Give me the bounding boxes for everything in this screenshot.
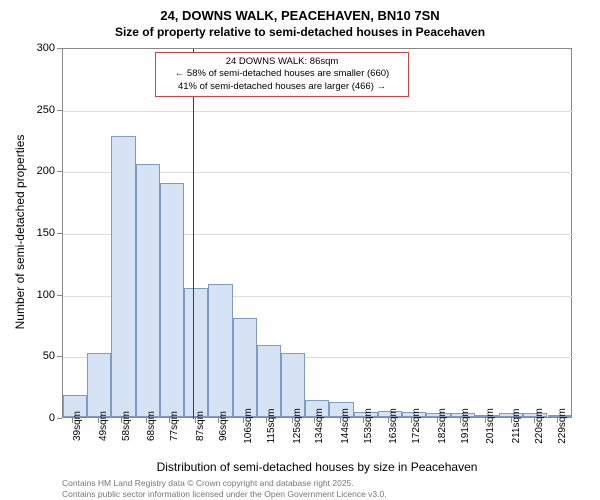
x-tick-label: 87sqm (195, 411, 206, 441)
histogram-bar (208, 284, 232, 417)
x-tick (314, 418, 315, 423)
attribution-line1: Contains HM Land Registry data © Crown c… (62, 478, 387, 489)
x-tick-label: 144sqm (340, 408, 351, 444)
x-tick (411, 418, 412, 423)
x-tick (388, 418, 389, 423)
y-tick (57, 48, 62, 49)
histogram-bar (160, 183, 184, 417)
x-tick (195, 418, 196, 423)
x-tick (534, 418, 535, 423)
x-tick (460, 418, 461, 423)
x-tick-label: 106sqm (243, 408, 254, 444)
x-tick (218, 418, 219, 423)
x-tick (243, 418, 244, 423)
histogram-bar (257, 345, 281, 417)
y-tick (57, 356, 62, 357)
x-tick (363, 418, 364, 423)
histogram-bar (87, 353, 111, 417)
x-tick-label: 172sqm (411, 408, 422, 444)
y-tick-label: 200 (27, 165, 55, 177)
x-tick (98, 418, 99, 423)
x-tick-label: 211sqm (511, 409, 522, 444)
y-tick-label: 250 (27, 104, 55, 116)
grid-line (63, 111, 573, 112)
y-tick-label: 150 (27, 227, 55, 239)
y-tick-label: 0 (27, 412, 55, 424)
marker-line (193, 49, 194, 419)
x-tick-label: 191sqm (460, 408, 471, 444)
x-tick-label: 77sqm (169, 411, 180, 441)
x-tick-label: 182sqm (437, 408, 448, 444)
x-tick-label: 134sqm (314, 408, 325, 444)
x-tick (511, 418, 512, 423)
annotation-line2: ← 58% of semi-detached houses are smalle… (162, 68, 402, 80)
plot-area (62, 48, 572, 418)
x-tick (485, 418, 486, 423)
chart-container: { "title": "24, DOWNS WALK, PEACEHAVEN, … (0, 0, 600, 500)
x-tick-label: 201sqm (485, 408, 496, 444)
histogram-bar (111, 136, 135, 417)
x-tick-label: 163sqm (388, 408, 399, 444)
x-tick (292, 418, 293, 423)
x-tick (169, 418, 170, 423)
y-tick-label: 50 (27, 350, 55, 362)
y-tick-label: 100 (27, 289, 55, 301)
y-tick (57, 233, 62, 234)
chart-title: 24, DOWNS WALK, PEACEHAVEN, BN10 7SN (0, 0, 600, 23)
y-tick (57, 418, 62, 419)
y-tick (57, 110, 62, 111)
histogram-bar (136, 164, 160, 417)
x-axis-label: Distribution of semi-detached houses by … (62, 460, 572, 474)
x-tick-label: 68sqm (146, 411, 157, 441)
x-tick-label: 58sqm (121, 411, 132, 441)
annotation-line3: 41% of semi-detached houses are larger (… (162, 81, 402, 93)
annotation-line1: 24 DOWNS WALK: 86sqm (162, 56, 402, 68)
x-tick-label: 153sqm (363, 408, 374, 444)
x-tick (121, 418, 122, 423)
x-tick-label: 220sqm (534, 408, 545, 444)
y-tick-label: 300 (27, 42, 55, 54)
x-tick-label: 115sqm (266, 409, 277, 444)
chart-subtitle: Size of property relative to semi-detach… (0, 23, 600, 39)
attribution-text: Contains HM Land Registry data © Crown c… (62, 478, 387, 500)
attribution-line2: Contains public sector information licen… (62, 489, 387, 500)
x-tick (266, 418, 267, 423)
x-tick-label: 229sqm (557, 408, 568, 444)
y-axis-label: Number of semi-detached properties (13, 132, 27, 332)
x-tick-label: 96sqm (218, 411, 229, 441)
x-tick-label: 125sqm (292, 408, 303, 444)
y-tick (57, 295, 62, 296)
histogram-bar (233, 318, 257, 417)
x-tick-label: 39sqm (72, 411, 83, 441)
x-tick (437, 418, 438, 423)
histogram-bar (184, 288, 208, 418)
x-tick (340, 418, 341, 423)
x-tick (72, 418, 73, 423)
y-tick (57, 171, 62, 172)
annotation-box: 24 DOWNS WALK: 86sqm ← 58% of semi-detac… (155, 52, 409, 97)
x-tick (146, 418, 147, 423)
x-tick (557, 418, 558, 423)
x-tick-label: 49sqm (98, 411, 109, 441)
